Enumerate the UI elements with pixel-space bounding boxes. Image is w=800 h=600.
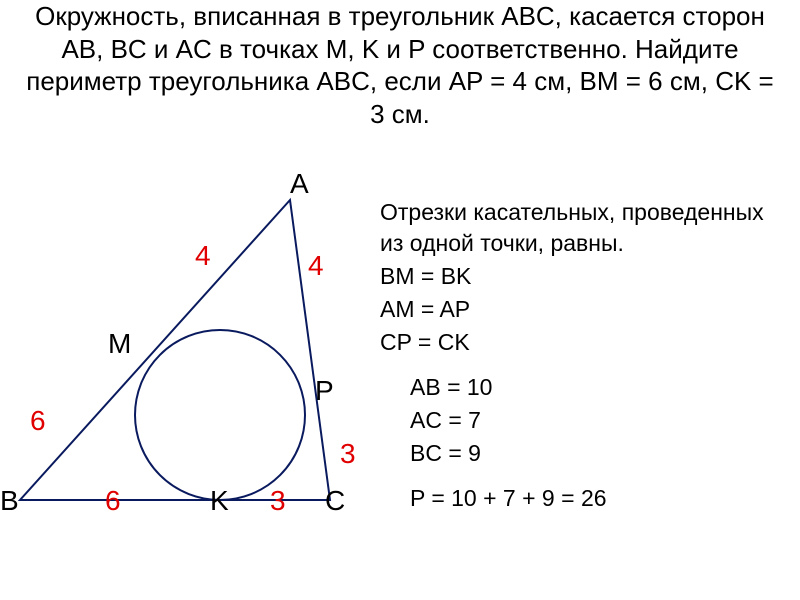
eq-bm-bk: BM = BK xyxy=(380,261,780,292)
inscribed-circle xyxy=(135,330,305,500)
seg-BK: 6 xyxy=(105,485,121,517)
label-B: B xyxy=(0,485,19,517)
seg-CP: 3 xyxy=(340,438,356,470)
seg-BM: 6 xyxy=(30,405,46,437)
seg-AM: 4 xyxy=(195,240,211,272)
eq-cp-ck: CP = CK xyxy=(380,327,780,358)
side-ab: AB = 10 xyxy=(410,372,780,403)
seg-AP: 4 xyxy=(308,250,324,282)
solution-block: Отрезки касательных, проведенных из одно… xyxy=(380,195,780,516)
problem-statement: Окружность, вписанная в треугольник ABC,… xyxy=(20,0,780,130)
side-ac: AC = 7 xyxy=(410,405,780,436)
side-bc: BC = 9 xyxy=(410,438,780,469)
spacer-2 xyxy=(380,471,780,481)
label-K: K xyxy=(210,485,229,517)
eq-am-ap: AM = AP xyxy=(380,294,780,325)
spacer xyxy=(380,360,780,370)
tangent-rule: Отрезки касательных, проведенных из одно… xyxy=(380,197,780,259)
label-M: M xyxy=(108,328,131,360)
label-A: A xyxy=(290,168,309,200)
label-P: P xyxy=(315,375,334,407)
diagram-svg xyxy=(0,180,380,540)
geometry-diagram: A B C M P K 4 4 6 6 3 3 xyxy=(0,180,380,540)
triangle-abc xyxy=(20,200,330,500)
perimeter-result: P = 10 + 7 + 9 = 26 xyxy=(410,483,780,514)
label-C: C xyxy=(325,485,345,517)
seg-CK: 3 xyxy=(270,485,286,517)
